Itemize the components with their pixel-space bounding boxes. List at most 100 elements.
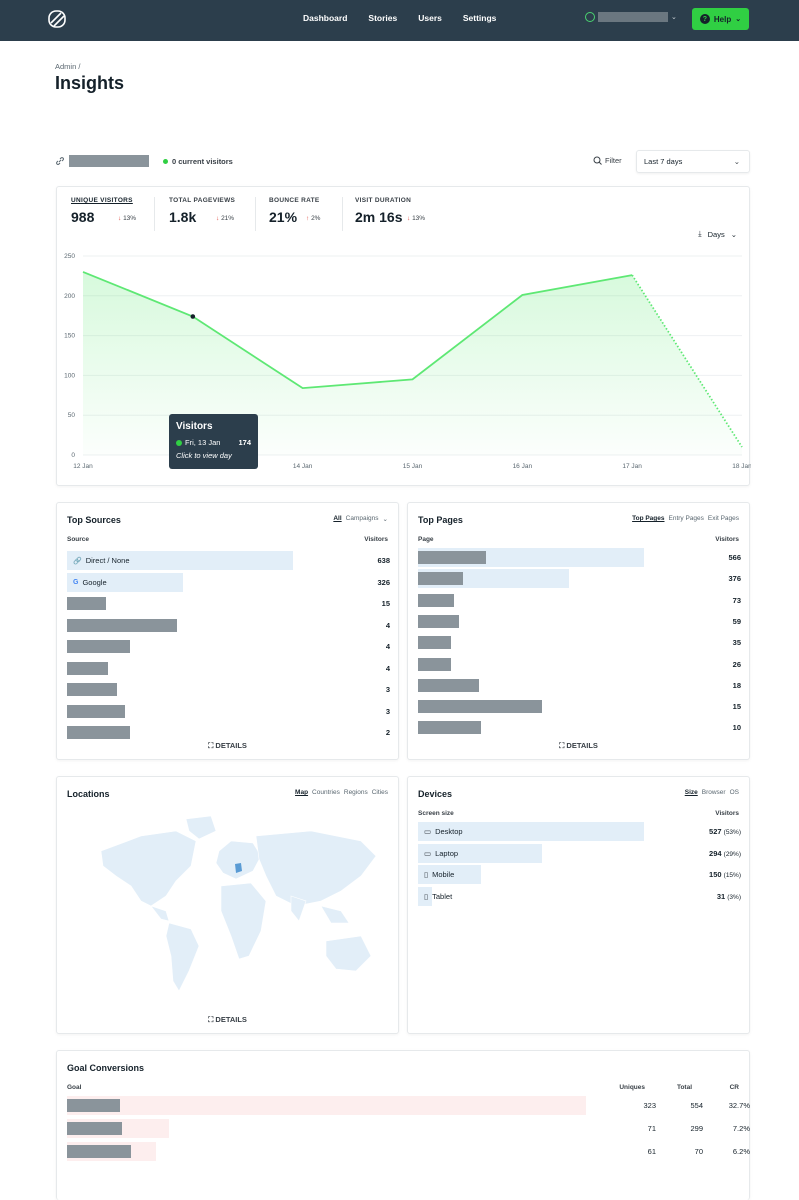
goal-label-redacted bbox=[67, 1145, 131, 1158]
kpi-delta: ↓ 13% bbox=[407, 215, 426, 222]
arrow-down-icon: ↓ bbox=[216, 215, 220, 222]
visitor-count: 3 bbox=[385, 706, 390, 716]
list-item[interactable]: ▭ Laptop 294 (29%) bbox=[418, 843, 741, 863]
goal-conversions-card: Goal Conversions Goal Uniques Total CR 3… bbox=[56, 1050, 750, 1200]
table-row[interactable]: 71 299 7.2% bbox=[67, 1119, 750, 1138]
list-item[interactable]: 376 bbox=[418, 569, 741, 589]
tab-browser[interactable]: Browser bbox=[701, 789, 726, 796]
table-row[interactable]: 61 70 6.2% bbox=[67, 1142, 750, 1161]
kpi-total-pageviews[interactable]: Total pageviews 1.8k ↓ 21% bbox=[155, 187, 255, 232]
divider bbox=[255, 197, 256, 231]
nav-users[interactable]: Users bbox=[418, 13, 442, 23]
chevron-down-icon: ⌄ bbox=[730, 229, 737, 239]
list-item[interactable]: 10 bbox=[418, 718, 741, 738]
tab-regions[interactable]: Regions bbox=[343, 789, 368, 796]
chart-tooltip[interactable]: Visitors Fri, 13 Jan 174 Click to view d… bbox=[169, 414, 258, 469]
divider bbox=[342, 197, 343, 231]
goal-uniques: 71 bbox=[647, 1124, 656, 1133]
list-item[interactable]: 566 bbox=[418, 548, 741, 567]
kpi-label: Unique visitors bbox=[71, 197, 133, 204]
details-button[interactable]: ⛶ DETAILS bbox=[208, 741, 247, 750]
list-item[interactable]: ▭ Desktop 527 (53%) bbox=[418, 822, 741, 841]
details-button[interactable]: ⛶ DETAILS bbox=[208, 1015, 247, 1024]
help-button[interactable]: ? Help ⌄ bbox=[692, 8, 749, 30]
tab-os[interactable]: OS bbox=[729, 789, 739, 796]
list-item[interactable]: 18 bbox=[418, 675, 741, 695]
nav-settings[interactable]: Settings bbox=[462, 13, 497, 23]
kpi-unique-visitors[interactable]: Unique visitors 988 ↓ 13% bbox=[57, 187, 155, 232]
app-logo[interactable] bbox=[46, 8, 68, 30]
x-tick-label: 14 Jan bbox=[293, 463, 313, 470]
expand-icon: ⛶ bbox=[208, 1015, 214, 1024]
tab-exit-pages[interactable]: Exit Pages bbox=[707, 515, 739, 522]
breadcrumb[interactable]: Admin / bbox=[55, 62, 81, 71]
list-item[interactable]: 59 bbox=[418, 611, 741, 631]
list-item[interactable]: G Google 326 bbox=[67, 572, 390, 592]
visitor-count: 2 bbox=[385, 728, 390, 737]
page-label-redacted bbox=[418, 721, 482, 735]
nav-dashboard[interactable]: Dashboard bbox=[303, 13, 348, 23]
tab-cities[interactable]: Cities bbox=[371, 789, 388, 796]
page-label-redacted bbox=[418, 614, 460, 628]
list-item[interactable]: 73 bbox=[418, 590, 741, 610]
list-item[interactable]: ▯ Mobile 150 (15%) bbox=[418, 865, 741, 885]
list-item[interactable]: 4 bbox=[67, 637, 390, 656]
list-item[interactable]: 15 bbox=[67, 594, 390, 613]
source-label: 🔗 Direct / None bbox=[73, 556, 130, 565]
site-name-redacted[interactable] bbox=[69, 155, 149, 167]
tab-size[interactable]: Size bbox=[684, 789, 698, 796]
list-item[interactable]: 3 bbox=[67, 702, 390, 721]
current-visitors[interactable]: 0 current visitors bbox=[172, 156, 233, 166]
series-line bbox=[82, 271, 633, 390]
kpi-bounce-rate[interactable]: Bounce rate 21% ↑ 2% bbox=[255, 187, 341, 232]
tab-entry-pages[interactable]: Entry Pages bbox=[668, 515, 704, 522]
visitor-count: 4 bbox=[385, 663, 390, 673]
top-nav-bar: Dashboard Stories Users Settings ⌄ ? Hel… bbox=[0, 0, 799, 41]
hover-point[interactable] bbox=[190, 314, 196, 319]
tab-campaigns[interactable]: Campaigns bbox=[345, 515, 379, 522]
goal-uniques: 323 bbox=[643, 1101, 656, 1110]
list-item[interactable]: 35 bbox=[418, 633, 741, 653]
column-header-visitors: Visitors bbox=[715, 810, 739, 817]
value-bar bbox=[418, 887, 432, 907]
chevron-down-icon: ⌄ bbox=[733, 157, 740, 166]
visitor-count: 4 bbox=[385, 642, 390, 651]
filter-label: Filter bbox=[605, 156, 622, 165]
highlighted-country[interactable] bbox=[235, 863, 242, 873]
download-icon[interactable]: ⤓ bbox=[698, 229, 702, 238]
list-item[interactable]: 🔗 Direct / None 638 bbox=[67, 551, 390, 570]
tab-map[interactable]: Map bbox=[295, 789, 309, 796]
devices-card: Devices Size Browser OS Screen size Visi… bbox=[407, 776, 750, 1034]
list-item[interactable]: 26 bbox=[418, 654, 741, 674]
list-item[interactable]: 4 bbox=[67, 659, 390, 678]
account-menu[interactable]: ⌄ bbox=[585, 12, 677, 22]
list-item[interactable]: 15 bbox=[418, 697, 741, 717]
interval-label: Days bbox=[707, 229, 725, 239]
tab-top-pages[interactable]: Top Pages bbox=[632, 515, 665, 522]
source-label-redacted bbox=[67, 683, 117, 696]
tab-countries[interactable]: Countries bbox=[312, 789, 340, 796]
column-header-visitors: Visitors bbox=[715, 536, 739, 543]
world-map[interactable] bbox=[81, 811, 381, 1001]
help-label: Help bbox=[713, 14, 732, 24]
table-row[interactable]: 323 554 32.7% bbox=[67, 1096, 750, 1115]
visitor-count: 10 bbox=[732, 723, 741, 733]
list-item[interactable]: 4 bbox=[67, 616, 390, 635]
divider bbox=[154, 197, 155, 231]
kpi-delta: ↓ 13% bbox=[118, 215, 137, 222]
details-button[interactable]: ⛶ DETAILS bbox=[559, 741, 598, 750]
device-label: ▯ Tablet bbox=[424, 892, 453, 902]
date-range-select[interactable]: Last 7 days ⌄ bbox=[636, 150, 750, 173]
interval-select[interactable]: ⤓ Days ⌄ bbox=[698, 229, 737, 239]
list-item[interactable]: ▯ Tablet 31 (3%) bbox=[418, 887, 741, 907]
nav-stories[interactable]: Stories bbox=[368, 13, 398, 23]
list-item[interactable]: 2 bbox=[67, 723, 390, 742]
tab-all[interactable]: All bbox=[333, 515, 342, 522]
filter-button[interactable]: Filter bbox=[593, 156, 622, 165]
page-title: Insights bbox=[55, 73, 125, 93]
list-item[interactable]: 3 bbox=[67, 680, 390, 699]
search-icon bbox=[593, 156, 602, 165]
chevron-down-icon: ⌄ bbox=[671, 14, 677, 21]
kpi-visit-duration[interactable]: Visit duration 2m 16s ↓ 13% bbox=[341, 187, 451, 232]
